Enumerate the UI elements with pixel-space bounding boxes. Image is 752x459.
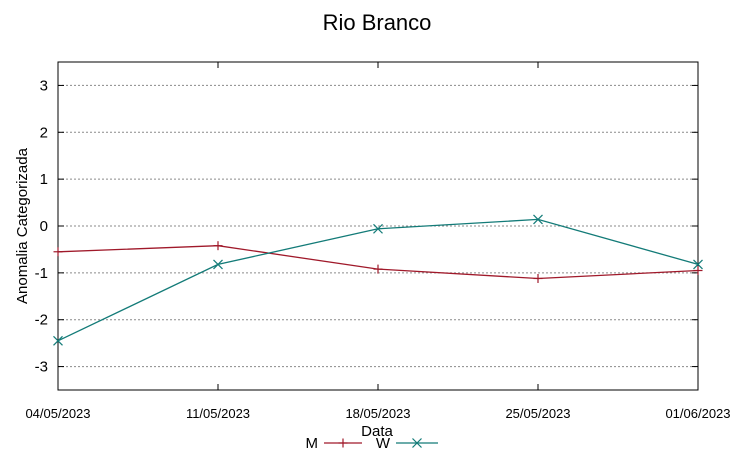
legend-label: W <box>376 435 391 452</box>
point-marker-x-b <box>412 438 422 448</box>
grid <box>58 84 698 368</box>
data-point <box>533 214 543 225</box>
point-marker-x-b <box>213 259 223 270</box>
y-axis-label: Anomalia Categorizada <box>14 147 31 304</box>
y-tick-label: -2 <box>35 312 48 329</box>
y-tick-label: 3 <box>40 77 48 94</box>
y-axis: -3 -2 -1 0 1 2 3 <box>35 77 698 376</box>
data-point <box>213 259 223 270</box>
point-marker-x-b <box>693 259 703 270</box>
point-marker-x-b <box>373 223 383 234</box>
y-tick-label: -3 <box>35 359 48 376</box>
x-tick-label: 25/05/2023 <box>505 406 570 421</box>
data-point <box>53 247 63 257</box>
data-point <box>373 264 383 274</box>
data-point <box>533 273 543 283</box>
data-point <box>213 241 223 251</box>
chart-title: Rio Branco <box>323 10 432 35</box>
x-tick-label: 11/05/2023 <box>186 406 250 421</box>
x-tick-label: 01/06/2023 <box>665 406 730 421</box>
data-point <box>693 259 703 270</box>
data-point <box>53 335 63 346</box>
y-tick-label: 1 <box>40 171 48 188</box>
data-point <box>373 223 383 234</box>
series-group <box>53 214 703 346</box>
x-tick-label: 04/05/2023 <box>25 406 90 421</box>
series-w <box>53 214 703 346</box>
x-tick-label: 18/05/2023 <box>345 406 410 421</box>
x-axis: 04/05/2023 11/05/2023 18/05/2023 25/05/2023… <box>25 62 731 421</box>
x-axis-label: Data <box>361 423 393 440</box>
y-tick-label: 2 <box>40 124 48 141</box>
y-tick-label: -1 <box>35 265 48 282</box>
series-m <box>53 241 703 283</box>
legend-entry-m: M <box>306 435 362 452</box>
point-marker-x-b <box>533 214 543 225</box>
data-point <box>693 266 703 276</box>
series-line-w <box>57 218 699 342</box>
y-tick-label: 0 <box>40 218 48 235</box>
point-marker-x-b <box>53 335 63 346</box>
legend-label: M <box>306 435 319 452</box>
legend-entry-w: W <box>376 435 438 452</box>
